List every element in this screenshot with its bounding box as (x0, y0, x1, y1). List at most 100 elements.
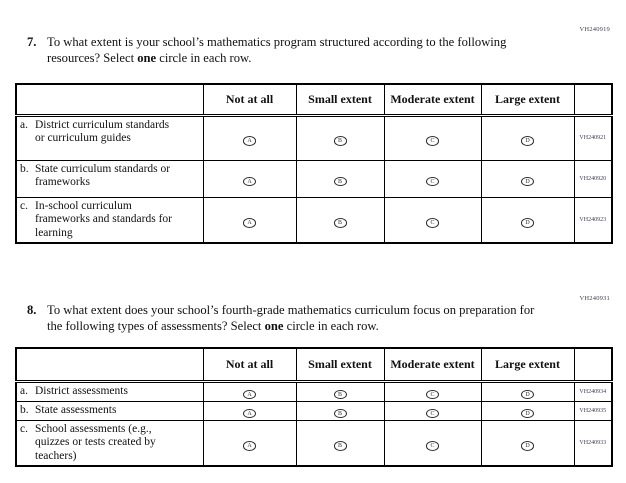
answer-cell: D (480, 114, 575, 161)
answer-cell: D (480, 419, 575, 467)
row-letter: c. (20, 422, 28, 435)
bubble-letter: D (525, 442, 530, 449)
bubble-letter: B (337, 391, 342, 398)
answer-bubble-a[interactable]: A (243, 389, 256, 400)
row-label: School assessments (e.g., quizzes or tes… (35, 422, 156, 462)
header-moderate-extent: Moderate extent (383, 83, 482, 117)
answer-bubble-b[interactable]: B (333, 176, 347, 187)
answer-bubble-c[interactable]: C (426, 389, 439, 400)
answer-bubble-c[interactable]: C (426, 218, 439, 228)
bubble-letter: A (247, 178, 252, 185)
answer-cell: B (295, 380, 385, 402)
question-8-text: To what extent does your school’s fourth… (47, 303, 535, 334)
bubble-letter: C (430, 410, 435, 417)
header-row: Not at all Small extent Moderate extent … (15, 347, 613, 383)
bubble-letter: A (247, 442, 252, 449)
row-letter: a. (20, 118, 28, 131)
answer-bubble-b[interactable]: B (333, 408, 347, 419)
bubble-letter: B (337, 138, 342, 144)
answer-cell: B (295, 196, 385, 244)
bubble-letter: C (430, 219, 435, 226)
row-label: State curriculum standards or frameworks (35, 162, 171, 189)
header-large-extent: Large extent (480, 83, 575, 117)
question-7-text: To what extent is your school’s mathemat… (47, 35, 535, 66)
bubble-letter: C (430, 178, 435, 185)
answer-cell: B (295, 400, 385, 421)
answer-cell: A (202, 400, 297, 421)
table-row: b. State curriculum standards or framewor… (15, 159, 613, 198)
bubble-letter: C (430, 391, 435, 398)
answer-cell: D (480, 400, 575, 421)
answer-bubble-d[interactable]: D (521, 441, 534, 451)
answer-bubble-b[interactable]: B (333, 441, 347, 451)
row-label: District assessments (35, 384, 128, 397)
row-letter: b. (20, 403, 29, 416)
header-moderate-extent: Moderate extent (383, 347, 482, 383)
answer-bubble-d[interactable]: D (521, 218, 534, 228)
bubble-letter: D (525, 391, 530, 398)
answer-cell: A (202, 196, 297, 244)
row-code: VH240923 (573, 196, 613, 244)
question-7-text-bold: one (137, 50, 157, 65)
table-row: c. In-school curriculum frameworks and st… (15, 196, 613, 244)
answer-cell: A (202, 419, 297, 467)
answer-bubble-b[interactable]: B (333, 218, 347, 228)
header-small-extent: Small extent (295, 347, 385, 383)
row-label: In-school curriculum frameworks and stan… (35, 199, 172, 239)
answer-bubble-c[interactable]: C (426, 136, 439, 146)
answer-bubble-a[interactable]: A (243, 136, 256, 146)
row-code: VH240933 (573, 419, 613, 467)
header-not-at-all: Not at all (202, 347, 297, 383)
table-row: c. School assessments (e.g., quizzes or t… (15, 419, 613, 467)
answer-cell: B (295, 114, 385, 161)
answer-cell: C (383, 196, 482, 244)
answer-bubble-c[interactable]: C (426, 176, 439, 187)
row-label: District curriculum standards or curricu… (35, 118, 170, 145)
table-row: a. District assessments A B C D VH240934 (15, 380, 613, 402)
header-empty (15, 347, 204, 383)
header-row: Not at all Small extent Moderate extent … (15, 83, 613, 117)
row-letter: c. (20, 199, 28, 212)
bubble-letter: D (525, 138, 530, 144)
answer-bubble-a[interactable]: A (243, 408, 256, 419)
question-7-code: VH240919 (579, 26, 610, 33)
header-empty (15, 83, 204, 117)
answer-bubble-d[interactable]: D (521, 136, 534, 146)
answer-cell: B (295, 419, 385, 467)
question-8-text-bold: one (264, 318, 284, 333)
row-label: State assessments (35, 403, 117, 416)
bubble-letter: C (430, 138, 435, 144)
question-8-table: Not at all Small extent Moderate extent … (15, 347, 613, 468)
row-label-cell: c. In-school curriculum frameworks and st… (15, 196, 204, 244)
answer-bubble-c[interactable]: C (426, 441, 439, 451)
header-code-empty (573, 347, 613, 383)
answer-bubble-a[interactable]: A (243, 218, 256, 228)
row-letter: a. (20, 384, 28, 397)
bubble-letter: B (337, 410, 342, 417)
table-row: b. State assessments A B C D VH240935 (15, 400, 613, 421)
answer-bubble-d[interactable]: D (521, 408, 534, 419)
question-8-number: 8. (27, 303, 37, 317)
answer-cell: B (295, 159, 385, 198)
answer-bubble-b[interactable]: B (333, 136, 347, 146)
answer-bubble-a[interactable]: A (243, 441, 256, 451)
answer-bubble-c[interactable]: C (426, 408, 439, 419)
answer-bubble-d[interactable]: D (521, 389, 534, 400)
answer-bubble-d[interactable]: D (521, 176, 534, 187)
answer-bubble-b[interactable]: B (333, 389, 347, 400)
row-label-cell: a. District curriculum standards or curri… (15, 114, 204, 161)
bubble-letter: D (525, 219, 530, 226)
question-7-number: 7. (27, 35, 37, 49)
answer-cell: A (202, 380, 297, 402)
row-code: VH240920 (573, 159, 613, 198)
bubble-letter: C (430, 442, 435, 449)
row-label-cell: c. School assessments (e.g., quizzes or t… (15, 419, 204, 467)
answer-bubble-a[interactable]: A (243, 176, 256, 187)
answer-cell: D (480, 159, 575, 198)
question-8-text-prefix: To what extent does your school’s fourth… (47, 303, 535, 333)
bubble-letter: B (337, 442, 342, 449)
header-small-extent: Small extent (295, 83, 385, 117)
row-letter: b. (20, 162, 29, 175)
bubble-letter: B (337, 178, 342, 185)
answer-cell: D (480, 380, 575, 402)
